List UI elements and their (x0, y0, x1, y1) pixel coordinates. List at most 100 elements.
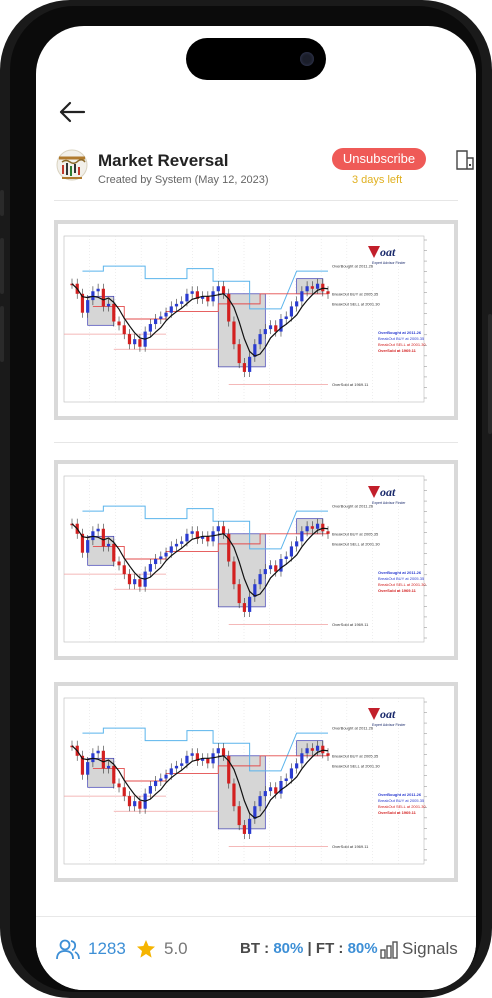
candle-body (164, 774, 168, 779)
legend-entry: OverSold at 1969.11 (378, 810, 417, 815)
candle-body (274, 565, 278, 572)
candle-body (164, 552, 168, 557)
divider (54, 442, 458, 443)
candle-body (326, 753, 330, 756)
brand-text: oat (380, 245, 396, 259)
moving-average (71, 283, 329, 357)
candle-body (86, 762, 90, 775)
candle-body (305, 526, 309, 532)
chart-screenshot-1[interactable]: oat Expert Advisor Finder OverBought at 20… (54, 220, 458, 420)
chart-area: oat Expert Advisor Finder OverBought at 20… (58, 686, 454, 878)
created-by-text: Created by System (May 12, 2023) (98, 174, 269, 186)
chart-screenshot-2[interactable]: oat Expert Advisor Finder OverBought at 20… (54, 460, 458, 660)
level-label: OverBought at 2011.26 (332, 726, 374, 731)
overbought-line (82, 265, 328, 310)
bt-ft-stats: BT : 80% | FT : 80% (240, 940, 378, 957)
document-icon[interactable] (454, 148, 476, 172)
candle-body (237, 344, 241, 364)
candle-body (112, 543, 116, 562)
candle-body (106, 765, 111, 769)
chart-screenshot-3[interactable]: oat Expert Advisor Finder OverBought at 20… (54, 682, 458, 882)
days-left-text: 3 days left (352, 174, 403, 186)
divider (54, 200, 458, 201)
candle-body (201, 536, 205, 539)
candle-body (289, 306, 294, 317)
candle-body (169, 546, 173, 553)
candle-body (96, 750, 100, 754)
candle-body (274, 787, 278, 794)
candle-body (201, 758, 205, 761)
candle-body (232, 321, 236, 345)
bar-chart-icon[interactable] (380, 941, 398, 959)
candle-body (305, 286, 309, 292)
candle-body (221, 286, 226, 294)
candle-body (295, 541, 299, 547)
volume-up-button (0, 238, 4, 294)
candle-body (96, 528, 100, 532)
level-label: BreakOut BUY at 2005.35 (332, 291, 379, 296)
candle-body (190, 291, 194, 294)
level-label: OverBought at 2011.26 (332, 504, 374, 509)
candle-body (300, 291, 304, 302)
candle-body (96, 288, 100, 292)
candle-body (268, 787, 273, 792)
candle-body (80, 293, 85, 313)
candle-body (242, 603, 247, 612)
overbought-line (82, 505, 328, 550)
brand-text: oat (380, 707, 396, 721)
legend-entry: OverBought at 2011.26 (378, 330, 422, 335)
level-label: BreakOut SELL at 2001.30 (332, 541, 380, 546)
candle-body (106, 303, 111, 307)
candle-body (174, 303, 179, 307)
candle-body (101, 528, 105, 547)
unsubscribe-button[interactable]: Unsubscribe (332, 148, 426, 170)
back-arrow-icon[interactable] (58, 100, 86, 124)
candle-body (295, 763, 299, 769)
candle-body (206, 758, 210, 764)
candle-body (206, 296, 210, 302)
candle-body (106, 543, 111, 547)
candle-body (101, 750, 105, 769)
candle-body (289, 768, 294, 779)
candle-body (86, 540, 90, 553)
brand-text: oat (380, 485, 396, 499)
candle-body (263, 569, 267, 575)
signals-link[interactable]: Signals (402, 939, 458, 958)
candle-body (159, 316, 163, 319)
candle-body (248, 596, 252, 612)
sell-line (92, 533, 328, 560)
level-label: BreakOut BUY at 2005.35 (332, 531, 379, 536)
candle-body (221, 526, 226, 534)
candle-body (227, 293, 231, 322)
candle-body (133, 339, 137, 345)
bt-label: BT : (240, 940, 270, 957)
candle-body (122, 565, 126, 575)
level-label: BreakOut SELL at 2001.30 (332, 763, 380, 768)
candle-body (248, 818, 252, 834)
candle-body (153, 781, 158, 787)
rating-value: 5.0 (164, 939, 188, 958)
candle-body (127, 574, 132, 585)
candle-body (101, 288, 105, 307)
candle-body (284, 778, 288, 781)
candle-body (148, 324, 152, 332)
candle-body (321, 523, 325, 532)
level-label: OverSold at 1969.11 (332, 382, 369, 387)
candle-body (315, 523, 320, 529)
candle-body (195, 291, 199, 299)
screen: Market Reversal Created by System (May 1… (36, 26, 476, 990)
candle-body (258, 334, 262, 345)
candle-body (133, 801, 137, 807)
power-button (488, 314, 492, 434)
candle-body (86, 300, 90, 313)
ft-label: | FT : (307, 940, 344, 957)
candle-body (326, 291, 330, 294)
camera (300, 52, 314, 66)
candle-body (206, 536, 210, 542)
level-label: BreakOut SELL at 2001.30 (332, 301, 380, 306)
candle-body (122, 787, 126, 797)
legend-entry: OverSold at 1969.11 (378, 588, 417, 593)
legend-entry: BreakOut BUY at 2005.35 (378, 798, 425, 803)
